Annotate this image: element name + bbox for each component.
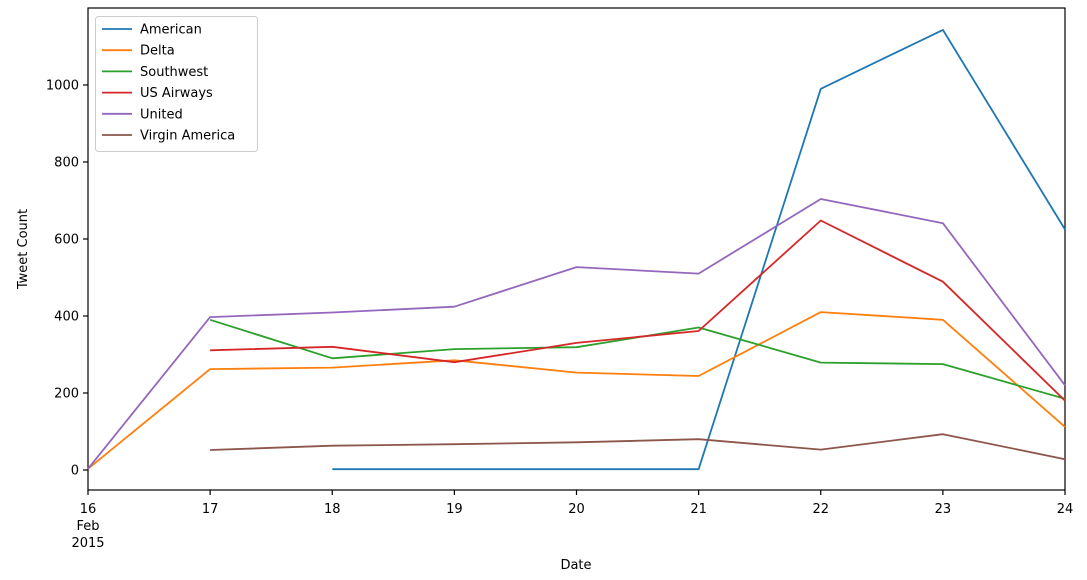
x-axis-title: Date [560, 558, 591, 573]
x-tick-sublabel-feb: Feb [76, 519, 99, 534]
y-tick-label-0: 0 [71, 463, 79, 478]
x-tick-label-22: 22 [812, 502, 829, 517]
y-tick-label-1000: 1000 [46, 78, 79, 93]
legend-box [95, 16, 258, 152]
legend: American Delta Southwest US Airways United Vi… [95, 16, 258, 152]
x-tick-label-18: 18 [324, 502, 341, 517]
legend-label-us-airways: US Airways [140, 86, 213, 101]
legend-item-virgin-america: Virgin America [102, 129, 235, 144]
x-tick-label-19: 19 [446, 502, 463, 517]
series-line-delta [87, 311, 1066, 470]
x-tick-sublabel-2015: 2015 [71, 536, 104, 551]
legend-item-united: United [102, 107, 183, 122]
x-tick-label-17: 17 [202, 502, 219, 517]
series-line-united [87, 198, 1066, 470]
legend-label-southwest: Southwest [140, 65, 208, 80]
y-tick-label-200: 200 [54, 386, 79, 401]
legend-label-american: American [140, 23, 202, 38]
x-tick-label-16: 16 [80, 502, 97, 517]
legend-item-southwest: Southwest [102, 65, 208, 80]
y-axis-ticks: 0 200 400 600 800 1000 [46, 78, 88, 478]
legend-label-delta: Delta [140, 44, 175, 59]
x-tick-label-20: 20 [568, 502, 585, 517]
series-lines [87, 28, 1066, 471]
legend-label-virgin-america: Virgin America [140, 129, 235, 144]
y-tick-label-400: 400 [54, 309, 79, 324]
series-line-american [332, 28, 1066, 471]
x-axis-ticks: 16 Feb 2015 17 18 19 20 21 22 23 24 [71, 490, 1073, 551]
y-tick-label-600: 600 [54, 232, 79, 247]
series-line-virgin-america [210, 433, 1066, 461]
x-tick-label-23: 23 [935, 502, 952, 517]
y-axis-title: Tweet Count [16, 209, 31, 290]
y-tick-label-800: 800 [54, 155, 79, 170]
legend-item-american: American [102, 23, 202, 38]
x-tick-label-21: 21 [690, 502, 707, 517]
series-line-us-airways [210, 219, 1066, 402]
series-line-southwest [209, 318, 1066, 400]
legend-item-us-airways: US Airways [102, 86, 213, 101]
legend-item-delta: Delta [102, 44, 175, 59]
legend-label-united: United [140, 107, 183, 122]
x-tick-label-24: 24 [1057, 502, 1074, 517]
